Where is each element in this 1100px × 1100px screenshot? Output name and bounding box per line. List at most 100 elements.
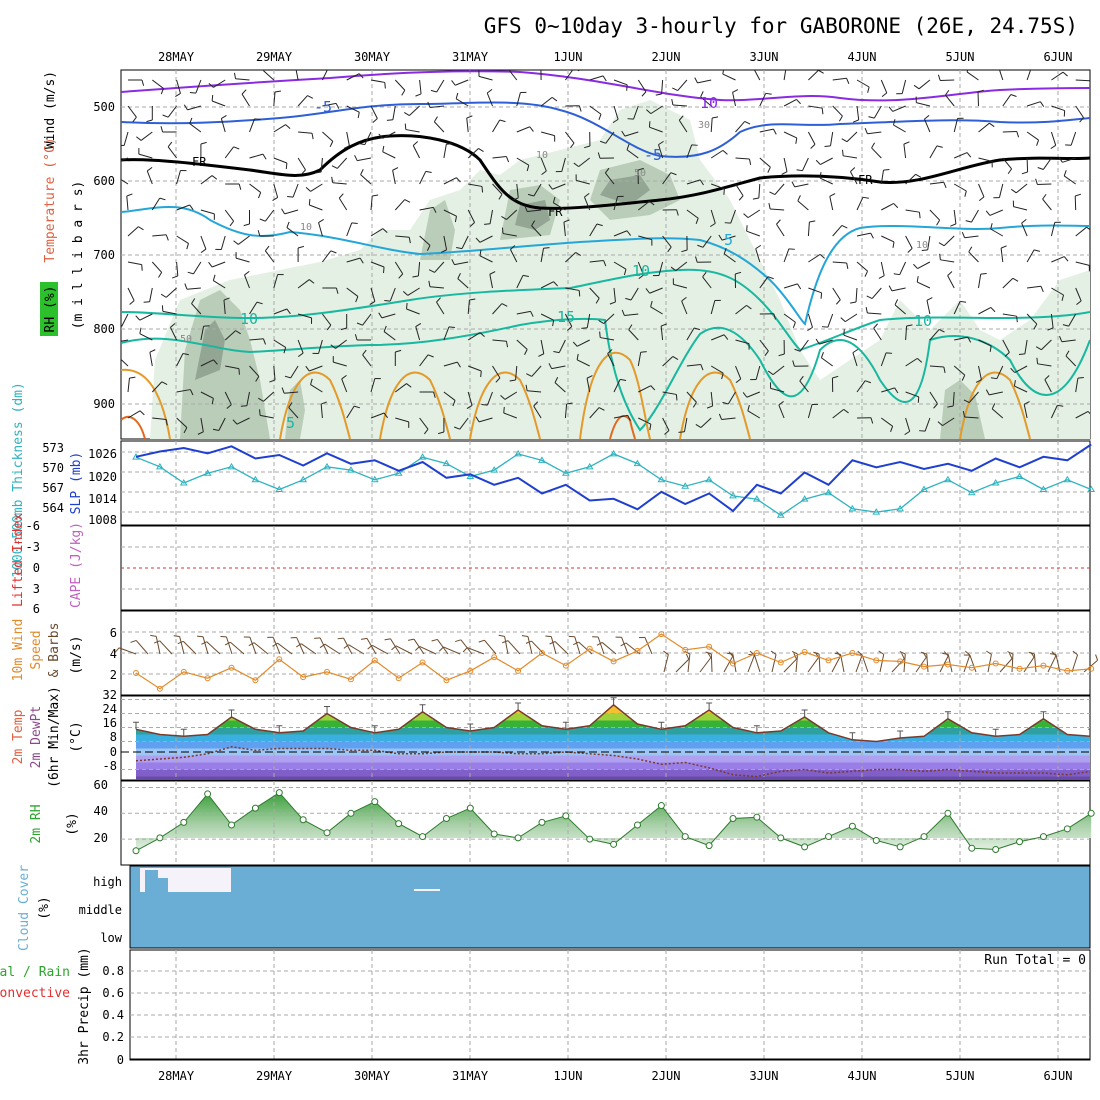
wind-barb-flag (331, 176, 334, 183)
cloud-high-gap-small (414, 889, 440, 891)
wind-barb (1068, 313, 1077, 327)
wind-barb (686, 364, 701, 367)
wind-barb (165, 287, 177, 298)
wind-barb (346, 257, 361, 263)
wind-barb-flag (358, 73, 364, 79)
wind-speed-point (849, 650, 856, 656)
thickness-point (323, 462, 331, 470)
wind-barb (1026, 249, 1035, 263)
wind-barb-flag (1004, 351, 1010, 357)
wind-speed-point (944, 661, 951, 668)
wind-barb-flag (548, 363, 553, 369)
wind10m-barb-flag (431, 638, 438, 642)
wind-barb (187, 105, 202, 111)
wind-barb (121, 157, 129, 162)
wind-barb (332, 182, 347, 185)
wind-barb-flag (233, 146, 240, 150)
wind-barb (436, 301, 445, 315)
temp-tick: 0 (110, 745, 117, 759)
wind-barb-flag (621, 130, 626, 137)
wind-barb-flag (158, 272, 163, 278)
wind-barb-flag (433, 391, 436, 398)
wind-barb (151, 79, 164, 89)
rh2m-point (944, 809, 952, 817)
wind-barb (273, 92, 276, 107)
wind-barb-flag (259, 218, 266, 222)
wind-barb-flag (132, 116, 137, 123)
wind-barb (746, 391, 760, 398)
rh2m-point (538, 818, 546, 826)
wind10m-barb (324, 643, 341, 655)
wind-speed-point (825, 657, 832, 664)
wind-barb (747, 209, 761, 219)
wind-barb-flag (1044, 375, 1050, 381)
wind10m-barb-flag (525, 640, 532, 644)
rh-shading (150, 100, 1090, 439)
wind10m-barb-flag (150, 634, 157, 637)
wind-barb (603, 313, 615, 324)
wind-barb (127, 410, 141, 419)
wind10m-barb-flag (1028, 651, 1035, 655)
wind-barb-flag (723, 247, 727, 254)
wind-barb (140, 131, 153, 141)
wind-barb-flag (1061, 294, 1065, 301)
wind-barb-flag (841, 138, 848, 143)
wind-barb-flag (160, 88, 164, 95)
wind-barb (929, 145, 938, 159)
wind-barb-flag (646, 109, 652, 114)
rh-area-dark (195, 175, 650, 380)
wind-barb-flag (1033, 323, 1038, 330)
wind-barb (318, 222, 323, 237)
wind-barb-flag (329, 67, 335, 68)
wind-barb (320, 404, 323, 419)
wind-barb-flag (961, 231, 966, 238)
wind-barb-flag (262, 338, 267, 345)
wind-barb (333, 361, 347, 367)
wind-barb (152, 417, 167, 420)
wind-barb (295, 70, 299, 81)
wind-barb (1002, 313, 1017, 317)
wind-barb-flag (916, 276, 919, 283)
wind-barb-flag (883, 168, 890, 171)
wind-barb (807, 313, 813, 328)
wind-barb (195, 79, 202, 94)
wind-barb-flag (850, 167, 856, 173)
wind-barb-flag (283, 347, 287, 354)
wind-barb-flag (522, 274, 529, 278)
precip-tick: 0.8 (102, 964, 124, 978)
rh2m-point (801, 843, 809, 851)
wind-barb-flag (681, 296, 687, 302)
wind-barb (1051, 287, 1064, 296)
wind-barb-flag (505, 156, 510, 163)
li-tick: 3 (33, 582, 40, 596)
wind-barb-flag (890, 426, 894, 433)
wind-barb (662, 391, 677, 395)
rh2m-point (466, 804, 474, 812)
wind-barb (686, 327, 695, 341)
wind-barb-flag (160, 126, 164, 133)
wind-barb-flag (197, 431, 204, 435)
wind-barb (1070, 131, 1077, 146)
wind-barb (506, 209, 518, 220)
wind-barb-flag (330, 250, 337, 254)
wind10m-barb (348, 644, 365, 655)
thickness-point (155, 462, 164, 470)
wind-barb-flag (315, 171, 322, 174)
wind-barb-flag (1016, 316, 1018, 323)
wind-barb (953, 209, 957, 224)
wind-barb (624, 131, 639, 137)
wind-barb (899, 261, 907, 275)
wind-barb-flag (937, 74, 941, 81)
wind-barb (954, 152, 968, 159)
wind-barb-flag (781, 171, 788, 175)
wind10m-barb (437, 639, 449, 655)
wind-speed-point (562, 662, 569, 669)
wind-barb-flag (454, 426, 460, 430)
wind-barb (533, 405, 542, 419)
wind-barb (288, 407, 299, 419)
wind-barb (540, 96, 553, 107)
wind-barb-flag (650, 300, 653, 307)
thickness-point (944, 475, 952, 483)
wind-barb-flag (735, 378, 742, 384)
wind-barb-flag (888, 285, 893, 292)
